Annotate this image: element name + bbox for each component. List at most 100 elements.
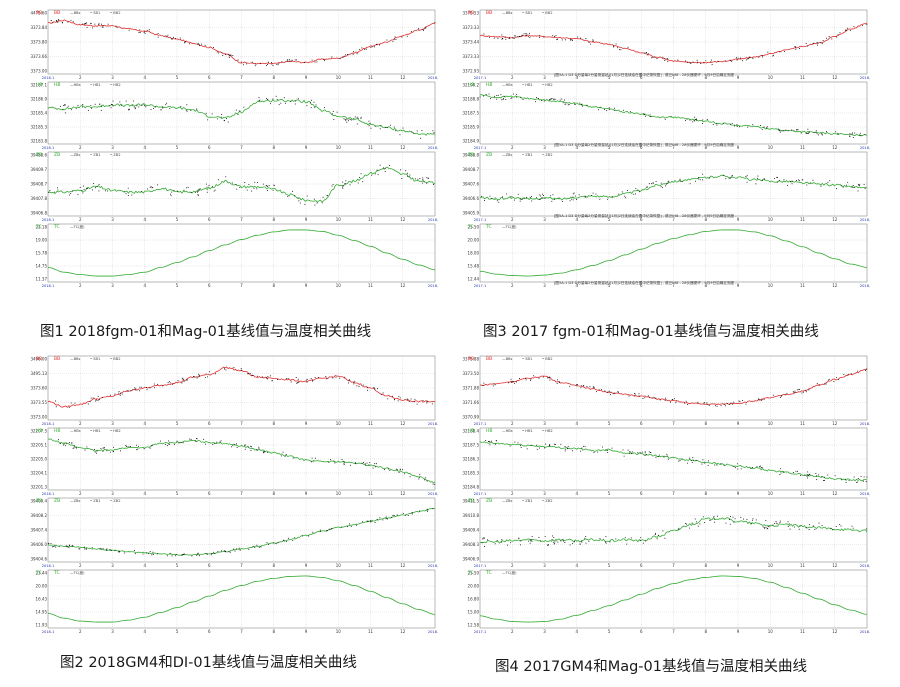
data-point — [731, 122, 733, 124]
x-tick-label: 3 — [111, 283, 114, 288]
data-point — [125, 193, 127, 195]
data-point — [648, 451, 650, 453]
data-point — [776, 181, 778, 183]
data-point — [371, 45, 373, 47]
data-point — [845, 482, 847, 483]
y-tick-label: 23371.66 — [462, 400, 479, 405]
legend-entry: —ZBs — [502, 153, 513, 157]
x-tick-label: 4 — [143, 563, 146, 568]
data-point — [367, 387, 368, 389]
data-point — [606, 110, 608, 112]
data-point — [605, 542, 607, 544]
data-point — [839, 524, 841, 526]
data-point — [660, 182, 662, 184]
data-point — [820, 133, 822, 135]
x-tick-label: 5 — [608, 283, 611, 288]
data-point — [413, 132, 415, 134]
data-point — [739, 400, 741, 402]
data-point — [82, 106, 83, 108]
data-point — [551, 200, 553, 202]
data-point — [813, 42, 815, 44]
data-point — [643, 113, 645, 115]
data-point — [295, 377, 297, 378]
data-point — [713, 518, 715, 520]
data-point — [648, 183, 650, 185]
data-point — [535, 101, 536, 103]
data-point — [198, 375, 200, 376]
data-point — [266, 378, 268, 380]
y-tick-label: 39404.6 — [30, 556, 47, 561]
data-point — [696, 119, 698, 121]
data-point — [666, 58, 668, 60]
data-point — [491, 440, 492, 442]
data-point — [748, 57, 750, 59]
data-point — [149, 387, 151, 389]
data-point — [694, 116, 696, 118]
data-point — [746, 181, 748, 183]
panel-title: HB — [54, 82, 60, 88]
data-point — [233, 367, 235, 369]
x-tick-label: 8 — [704, 283, 707, 288]
data-point — [211, 113, 213, 115]
x-tick-label: 11 — [368, 491, 374, 496]
data-point — [193, 376, 194, 377]
data-point — [126, 390, 128, 391]
data-point — [652, 57, 654, 58]
x-tick-label: 2 — [79, 217, 82, 222]
data-point — [836, 188, 837, 190]
data-point — [863, 183, 865, 185]
data-point — [650, 57, 652, 59]
data-point — [190, 439, 192, 441]
data-point — [247, 446, 249, 448]
data-point — [560, 540, 562, 542]
data-point — [59, 545, 60, 547]
data-point — [118, 392, 120, 394]
data-point — [690, 63, 692, 65]
data-point — [94, 103, 96, 105]
data-point — [821, 134, 823, 136]
data-point — [816, 44, 818, 46]
data-point — [772, 524, 774, 526]
y-tick-label: 24475.60 — [30, 10, 47, 15]
data-point — [77, 104, 79, 106]
x-tick-label: 7 — [672, 629, 675, 634]
data-point — [411, 512, 413, 513]
x-tick-label: 3 — [111, 563, 114, 568]
legend-entry: • ZB1 — [90, 153, 100, 157]
data-point — [792, 471, 794, 473]
data-point — [650, 452, 651, 453]
data-point — [214, 189, 216, 191]
y-tick-label: 39408.3 — [462, 542, 479, 547]
data-point — [70, 442, 72, 444]
data-point — [406, 398, 408, 400]
data-point — [258, 446, 260, 448]
x-tick-label: 11 — [800, 145, 806, 150]
data-point — [667, 61, 669, 63]
data-point — [252, 374, 254, 376]
y-tick-label: 32184.8 — [462, 484, 479, 489]
data-point — [223, 550, 225, 552]
data-point — [779, 51, 781, 53]
panel-title: ZB — [486, 152, 492, 158]
x-tick-label: 4 — [143, 629, 146, 634]
data-point — [501, 38, 503, 40]
annotation-note: [图5A-1 D3 D分量每2分量测量站][1月]2日连续油在置中记录恢复] ,… — [554, 142, 737, 147]
data-point — [212, 186, 214, 187]
data-point — [634, 394, 636, 396]
x-tick-label: 6 — [208, 217, 211, 222]
x-tick-label: 8 — [704, 75, 707, 80]
data-point — [120, 392, 121, 394]
data-point — [391, 516, 393, 518]
data-point — [645, 454, 647, 455]
data-point — [341, 459, 343, 460]
data-point — [539, 198, 541, 200]
data-point — [198, 375, 200, 377]
panel-title: BB — [54, 10, 60, 16]
data-point — [52, 22, 54, 24]
y-tick-label: 32204.1 — [30, 470, 47, 475]
x-tick-label: 12 — [400, 75, 406, 80]
data-point — [332, 111, 334, 112]
x-tick-label: 5 — [608, 145, 611, 150]
data-point — [162, 107, 164, 109]
